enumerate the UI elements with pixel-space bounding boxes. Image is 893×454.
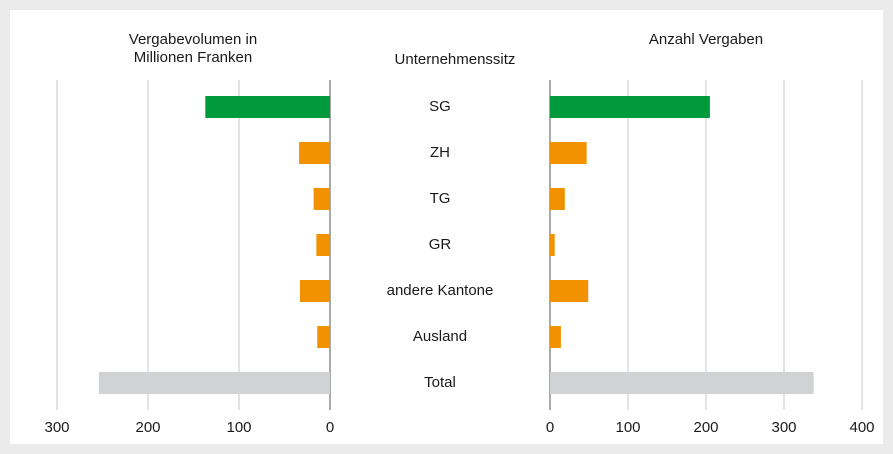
x-tick-label: 200 (693, 419, 718, 436)
category-label: TG (430, 190, 451, 207)
bar (205, 96, 330, 118)
bar (316, 234, 330, 256)
panel-title: Anzahl Vergaben (649, 31, 763, 48)
category-title: Unternehmenssitz (395, 51, 516, 68)
bar (299, 280, 330, 302)
bar (317, 326, 330, 348)
x-tick-label: 400 (849, 419, 874, 436)
category-label: SG (429, 98, 451, 115)
bar (313, 188, 330, 210)
category-label: andere Kantone (387, 282, 494, 299)
bar (550, 188, 565, 210)
bar (550, 142, 587, 164)
chart-background (10, 10, 883, 444)
x-tick-label: 0 (546, 419, 554, 436)
x-tick-label: 100 (226, 419, 251, 436)
x-tick-label: 200 (135, 419, 160, 436)
x-tick-label: 100 (615, 419, 640, 436)
x-tick-label: 300 (771, 419, 796, 436)
bar (550, 96, 710, 118)
category-label: Ausland (413, 328, 467, 345)
bar (550, 234, 555, 256)
category-label: ZH (430, 144, 450, 161)
panel-title: Vergabevolumen in (129, 31, 257, 48)
bar (299, 142, 330, 164)
bar (550, 280, 589, 302)
bar (98, 372, 330, 394)
category-label: Total (424, 374, 456, 391)
category-label: GR (429, 236, 452, 253)
bar (550, 326, 561, 348)
panel-title: Millionen Franken (134, 49, 252, 66)
x-tick-label: 0 (326, 419, 334, 436)
bar (550, 372, 814, 394)
x-tick-label: 300 (44, 419, 69, 436)
